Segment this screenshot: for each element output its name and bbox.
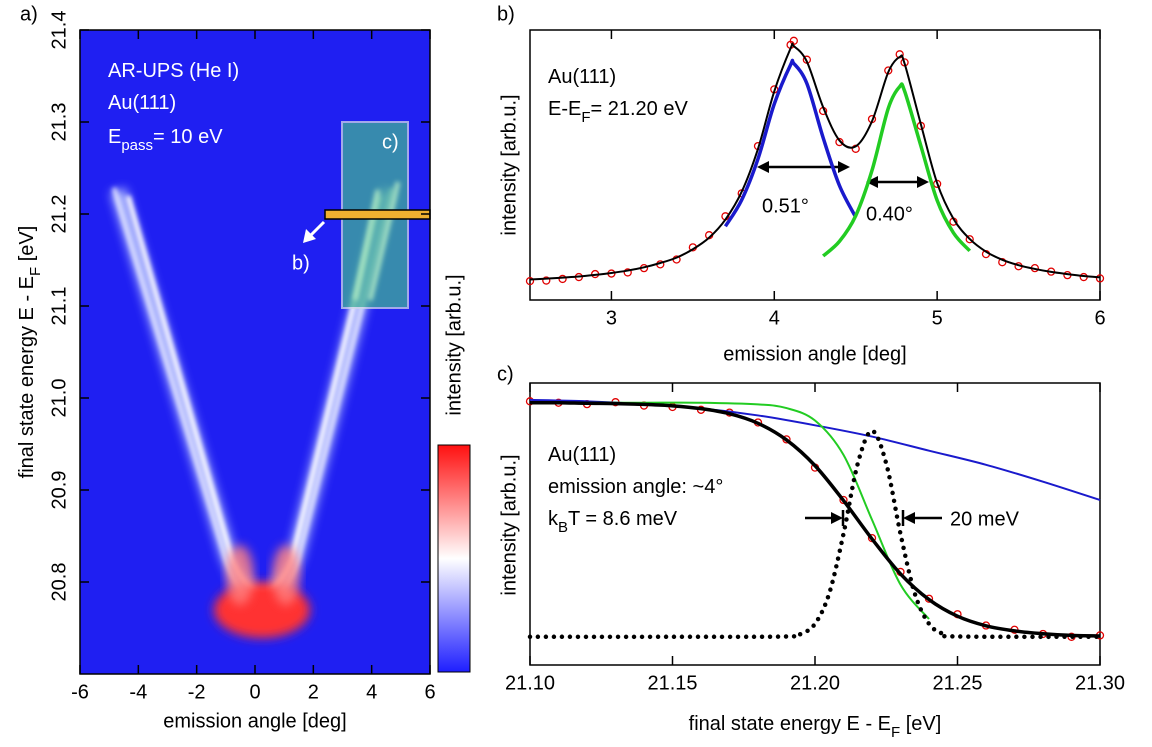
x-tick-label: -4 xyxy=(129,681,147,703)
data-point xyxy=(965,235,974,244)
data-point xyxy=(623,268,632,277)
colorbar-label: intensity [arb.u.] xyxy=(443,274,465,415)
annotation-part: = 10 eV xyxy=(153,126,223,148)
width-label: 0.51° xyxy=(762,195,809,217)
annotation-part: F xyxy=(581,109,590,126)
annotation-part: AR-UPS (He I) xyxy=(108,60,239,82)
fit-curve xyxy=(723,58,858,228)
data-point xyxy=(525,276,535,286)
panel-label: a) xyxy=(20,3,38,25)
spectrum-image xyxy=(80,30,431,674)
annotation-part: Au(111) xyxy=(108,92,176,114)
y-tick-label: 20.9 xyxy=(48,471,70,510)
annotation: emission angle: ~4° xyxy=(548,476,723,498)
annotation: Au(111) xyxy=(548,66,616,88)
annotation: Epass= 10 eV xyxy=(108,126,223,154)
y-axis-label: final state energy E - EF [eV] xyxy=(16,226,44,479)
annotation-part: Au(111) xyxy=(548,66,616,88)
annotation-part: E xyxy=(108,126,121,148)
y-tick-label: 21.1 xyxy=(48,287,70,326)
annotation-part: emission angle: ~4° xyxy=(548,476,723,498)
x-axis-label: final state energy E - EF [eV] xyxy=(689,713,942,741)
x-tick-label: 21.20 xyxy=(790,672,840,694)
x-axis-label-part: F xyxy=(891,724,900,741)
data-point xyxy=(1095,274,1105,283)
fit-curve xyxy=(527,428,1103,640)
y-axis-label: intensity [arb.u.] xyxy=(498,454,520,595)
x-tick-label: -6 xyxy=(71,681,89,703)
panel-label: c) xyxy=(497,363,514,385)
data-point xyxy=(542,276,551,285)
x-tick-label: 21.25 xyxy=(932,672,982,694)
data-point xyxy=(835,137,844,147)
x-tick-label: 21.10 xyxy=(505,672,555,694)
annotation: kBT = 8.6 meV xyxy=(548,508,678,536)
x-tick-label: 21.30 xyxy=(1075,672,1125,694)
x-tick-label: 0 xyxy=(249,681,260,703)
annotation: AR-UPS (He I) xyxy=(108,60,239,82)
fit-curve xyxy=(529,42,1101,281)
x-axis-label-part: final state energy E - E xyxy=(689,713,891,735)
y-axis-label-part: [eV] xyxy=(16,226,38,267)
x-tick-label: 5 xyxy=(932,307,943,329)
data-point xyxy=(558,274,567,284)
x-tick-label: 2 xyxy=(308,681,319,703)
annotation-part: E-E xyxy=(548,98,581,120)
x-tick-label: 4 xyxy=(366,681,377,703)
region-label: b) xyxy=(292,252,310,274)
y-axis-label-part: F xyxy=(27,267,44,276)
x-axis-label: emission angle [deg] xyxy=(723,343,906,365)
x-axis-label: emission angle [deg] xyxy=(163,710,346,732)
x-tick-label: 4 xyxy=(769,307,780,329)
x-tick-label: 21.15 xyxy=(647,672,697,694)
x-tick-label: 6 xyxy=(424,681,435,703)
width-label: 20 meV xyxy=(950,508,1020,530)
y-tick-label: 21.2 xyxy=(48,195,70,234)
x-tick-label: -2 xyxy=(188,681,206,703)
y-axis-label: intensity [arb.u.] xyxy=(498,94,520,235)
y-tick-label: 21.3 xyxy=(48,103,70,142)
x-tick-label: 3 xyxy=(606,307,617,329)
width-label: 0.40° xyxy=(866,203,913,225)
colorbar xyxy=(437,444,471,673)
annotation-part: pass xyxy=(121,137,153,154)
frame xyxy=(529,29,1101,301)
annotation: Au(111) xyxy=(108,92,176,114)
y-tick-label: 21.4 xyxy=(48,11,70,50)
fit-curve xyxy=(529,400,1101,638)
annotation: Au(111) xyxy=(548,444,616,466)
annotation-part: Au(111) xyxy=(548,444,616,466)
data-point xyxy=(789,36,798,45)
y-tick-label: 21.0 xyxy=(48,379,70,418)
annotation: E-EF= 21.20 eV xyxy=(548,98,688,126)
annotation-part: B xyxy=(558,519,568,536)
y-tick-label: 20.8 xyxy=(48,563,70,602)
region-label: c) xyxy=(382,131,399,153)
annotation-part: T = 8.6 meV xyxy=(568,508,678,530)
x-axis-label-part: [eV] xyxy=(900,713,941,735)
annotation-part: = 21.20 eV xyxy=(591,98,689,120)
y-axis-label-part: final state energy E - E xyxy=(16,276,38,478)
annotation-part: k xyxy=(548,508,559,530)
x-tick-label: 6 xyxy=(1094,307,1105,329)
panel-label: b) xyxy=(497,3,515,25)
fit-curve xyxy=(821,82,972,258)
data-point xyxy=(839,495,848,505)
